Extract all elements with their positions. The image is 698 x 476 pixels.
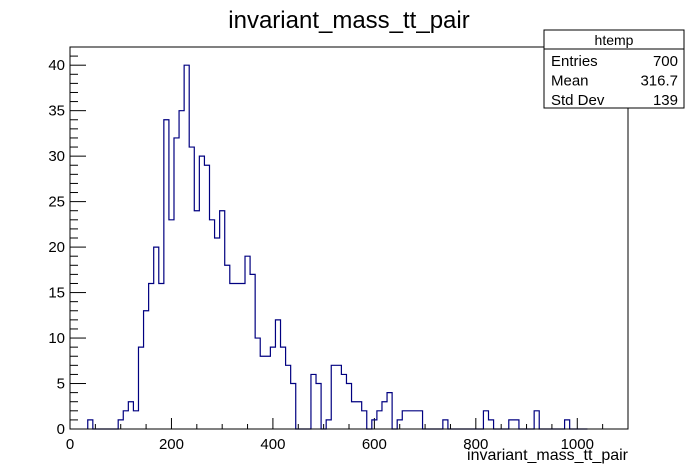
stats-box: htemp Entries 700 Mean 316.7 Std Dev 139: [543, 29, 685, 109]
axes: 0 200 400 600 800 1000 0 5 10 15 20 25 30 35 40: [48, 46, 629, 453]
y-tick-label: 0: [57, 421, 65, 438]
y-tick-label: 20: [48, 239, 65, 256]
stats-value: 316.7: [640, 73, 678, 90]
chart-title: invariant_mass_tt_pair: [228, 7, 469, 34]
histogram-outline: [87, 64, 588, 430]
stats-value: 700: [653, 53, 678, 70]
stats-label: Entries: [551, 53, 598, 70]
x-tick-label: 200: [159, 436, 184, 453]
x-tick-label: 0: [66, 436, 74, 453]
y-tick-label: 5: [57, 376, 65, 393]
x-tick-label: 600: [362, 436, 387, 453]
stats-box-frame: [543, 29, 685, 109]
stats-label: Mean: [551, 73, 589, 90]
stats-box-title: htemp: [595, 32, 634, 48]
y-tick-label: 40: [48, 57, 65, 74]
plot-frame: [69, 46, 629, 430]
y-tick-label: 10: [48, 330, 65, 347]
y-tick-label: 25: [48, 194, 65, 211]
x-tick-label: 1000: [561, 436, 594, 453]
y-tick-label: 15: [48, 285, 65, 302]
x-axis-label: invariant_mass_tt_pair: [467, 447, 629, 464]
stats-value: 139: [653, 92, 678, 109]
x-tick-label: 400: [260, 436, 285, 453]
y-tick-label: 35: [48, 103, 65, 120]
y-tick-label: 30: [48, 148, 65, 165]
stats-label: Std Dev: [551, 92, 605, 109]
x-tick-label: 800: [463, 436, 488, 453]
